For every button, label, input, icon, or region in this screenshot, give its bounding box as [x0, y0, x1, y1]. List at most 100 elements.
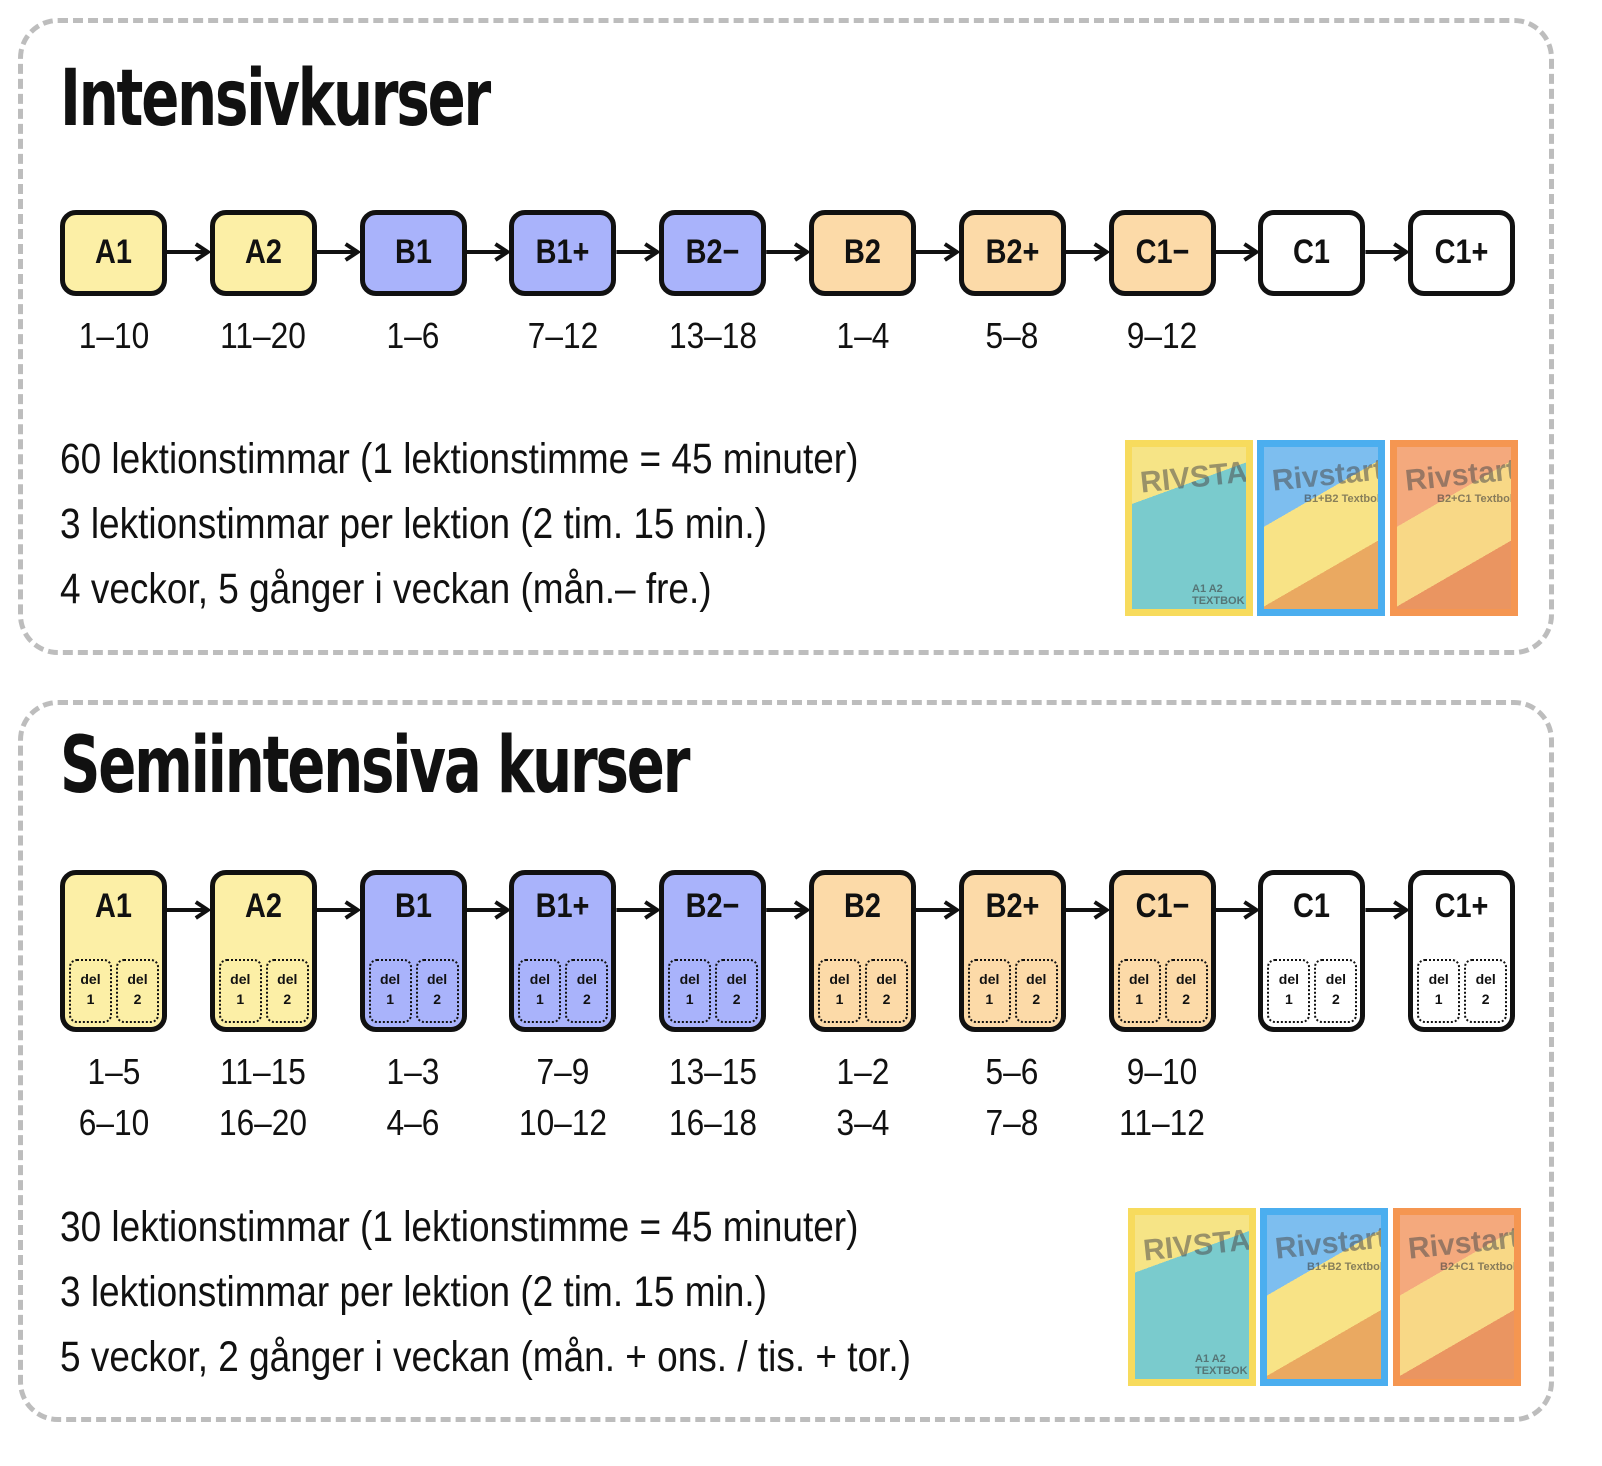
level-label: B1 [394, 887, 432, 925]
chapter-range: 7–8 [985, 1102, 1039, 1143]
level-box: C1+ del 1 del 2 [1408, 870, 1516, 1032]
level-label: B2+ [985, 887, 1040, 925]
level-box: B2− del 1 del 2 [659, 870, 767, 1032]
part-box: del 2 [415, 959, 459, 1023]
chapter-range: 11–20 [220, 315, 307, 356]
arrow [316, 242, 362, 262]
arrow [1365, 242, 1410, 262]
book-cover: RIVSTART A1 A2 TEXTBOK [1125, 440, 1253, 616]
arrow [1065, 242, 1111, 262]
level-label: A2 [244, 887, 282, 925]
book-cover: RIVSTART A1 A2 TEXTBOK [1128, 1208, 1256, 1386]
book-cover: Rivstart B2+C1 Textbok [1390, 440, 1518, 616]
part-box: del 2 [1164, 959, 1208, 1023]
part-label: del [679, 971, 700, 987]
part-label: del [230, 971, 251, 987]
book-subtitle: B2+C1 Textbok [1437, 493, 1516, 505]
chapter-range: 13–15 [668, 1051, 757, 1092]
chapter-range: 3–4 [836, 1102, 889, 1143]
part-label: del [1428, 971, 1449, 987]
part-label: del [379, 971, 401, 987]
level-box: B2+ del 1 del 2 [958, 870, 1066, 1032]
part-number: 1 [236, 991, 245, 1007]
level-box: C1 [1258, 210, 1366, 296]
chapter-range: 16–20 [219, 1102, 308, 1143]
book-cover: Rivstart B2+C1 Textbok [1393, 1208, 1521, 1386]
part-number: 2 [1182, 991, 1190, 1007]
chapter-range: 16–18 [668, 1102, 757, 1143]
part-number: 1 [1284, 991, 1293, 1007]
part-number: 1 [685, 991, 694, 1007]
part-box: del 2 [116, 959, 159, 1023]
level-box: B1+ [509, 210, 617, 296]
chapter-range: 7–9 [536, 1051, 590, 1092]
chapter-range: 1–3 [386, 1051, 440, 1092]
part-box: del 1 [818, 959, 861, 1023]
level-box: B2+ [958, 210, 1066, 296]
part-box: del 2 [565, 959, 609, 1023]
chapter-range: 11–15 [220, 1051, 307, 1092]
part-label: del [1175, 971, 1197, 987]
arrow [766, 900, 811, 920]
part-box: del 1 [1417, 959, 1461, 1023]
chapter-range: 5–8 [985, 315, 1039, 356]
part-label: del [80, 971, 101, 987]
level-box: B1 [359, 210, 467, 296]
arrow [916, 242, 961, 262]
level-box: B2− [659, 210, 767, 296]
arrow [1215, 242, 1261, 262]
chapter-range: 1–10 [78, 315, 149, 356]
part-label: del [726, 971, 747, 987]
info-line: 4 veckor, 5 gånger i veckan (mån.– fre.) [60, 565, 712, 613]
part-box: del 2 [865, 959, 908, 1023]
level-box: C1+ [1408, 210, 1516, 296]
level-label: A1 [95, 233, 132, 271]
chapter-range: 11–12 [1119, 1102, 1205, 1143]
section-title: Intensivkurser [60, 54, 491, 144]
part-number: 2 [732, 991, 741, 1007]
part-box: del 2 [715, 959, 759, 1023]
part-label: del [829, 971, 850, 987]
section-frame [18, 700, 1554, 1422]
part-box: del 1 [967, 959, 1011, 1023]
arrow [616, 242, 661, 262]
book-subtitle: B2+C1 Textbok [1440, 1261, 1519, 1273]
level-label: A2 [244, 233, 282, 271]
chapter-range: 9–12 [1126, 315, 1198, 356]
chapter-range: 4–6 [386, 1102, 440, 1143]
part-number: 1 [985, 991, 994, 1007]
book-subtitle: A1 A2 TEXTBOK [1195, 1353, 1248, 1377]
section-title: Semiintensiva kurser [60, 721, 690, 811]
part-number: 2 [582, 991, 591, 1007]
part-number: 2 [1481, 991, 1490, 1007]
part-number: 1 [86, 991, 95, 1007]
level-label: C1 [1293, 233, 1331, 271]
part-label: del [1026, 971, 1047, 987]
info-line: 60 lektionstimmar (1 lektionstimme = 45 … [60, 435, 859, 483]
info-line: 5 veckor, 2 gånger i veckan (mån. + ons.… [60, 1333, 911, 1381]
part-label: del [1128, 971, 1150, 987]
level-label: C1− [1135, 887, 1190, 925]
chapter-range: 1–6 [386, 315, 440, 356]
arrow [466, 900, 512, 920]
chapter-range: 1–4 [836, 315, 889, 356]
part-box: del 1 [368, 959, 412, 1023]
arrow [766, 242, 811, 262]
level-box: B2 [809, 210, 916, 296]
level-label: B2− [685, 887, 740, 925]
level-box: A2 [209, 210, 317, 296]
level-box: A1 del 1 del 2 [60, 870, 167, 1032]
level-box: B1+ del 1 del 2 [509, 870, 617, 1032]
part-box: del 2 [265, 959, 309, 1023]
level-box: B1 del 1 del 2 [359, 870, 467, 1032]
book-cover: Rivstart B1+B2 Textbok [1257, 440, 1385, 616]
part-label: del [426, 971, 448, 987]
level-label: C1+ [1434, 233, 1489, 271]
arrow [1215, 900, 1261, 920]
arrow [1365, 900, 1410, 920]
chapter-range: 13–18 [668, 315, 757, 356]
book-subtitle: B1+B2 Textbok [1307, 1261, 1386, 1273]
chapter-range: 10–12 [518, 1102, 607, 1143]
chapter-range: 1–2 [836, 1051, 889, 1092]
